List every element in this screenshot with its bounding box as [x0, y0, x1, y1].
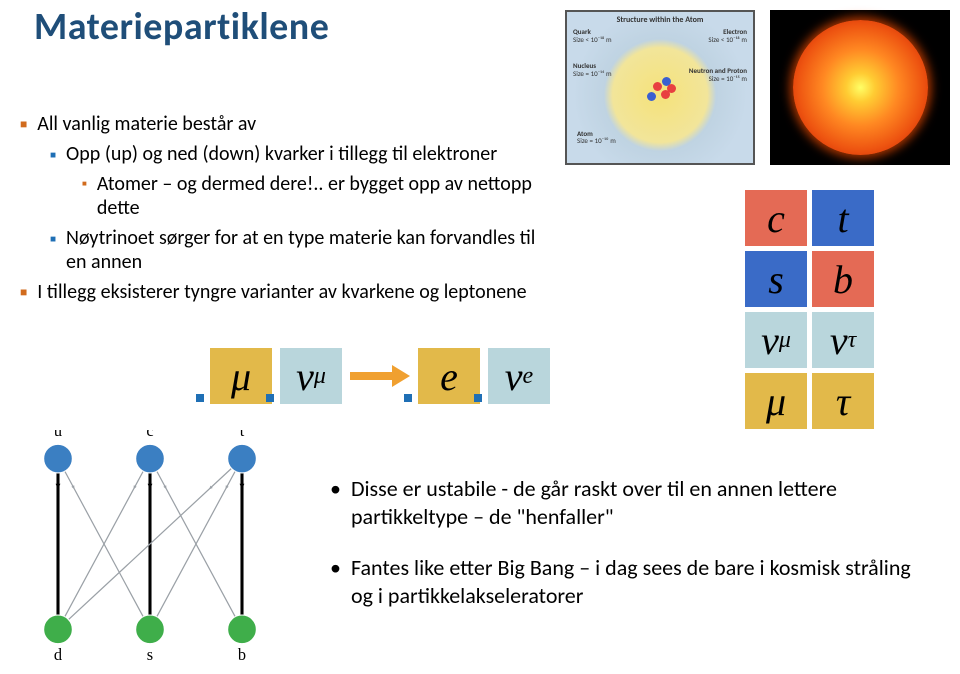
svg-text:u: u	[54, 430, 62, 440]
decay-cell: e	[418, 348, 480, 404]
svg-text:t: t	[240, 430, 245, 440]
sun-figure	[770, 10, 950, 165]
bullet-l2: ■ Opp (up) og ned (down) kvarker i tille…	[50, 142, 560, 166]
atom-figure-title: Structure within the Atom	[567, 15, 753, 25]
atom-label-neutron: Neutron and ProtonSize = 10⁻¹⁵ m	[689, 67, 747, 82]
svg-text:d: d	[54, 645, 62, 660]
particle-cell: ντ	[812, 312, 874, 368]
particle-cell: t	[812, 190, 874, 246]
bullet-text: Opp (up) og ned (down) kvarker i tillegg…	[66, 142, 560, 166]
particle-row: ct	[745, 190, 943, 246]
atom-label-quark: QuarkSize < 10⁻¹⁸ m	[573, 28, 612, 43]
svg-text:b: b	[238, 645, 246, 660]
bullet-l2: ■ Nøytrinoet sørger for at en type mater…	[50, 226, 560, 274]
particle-cell: μ	[745, 373, 807, 429]
atom-label-atom: AtomSize = 10⁻¹⁰ m	[577, 130, 616, 145]
svg-text:c: c	[146, 430, 153, 440]
particle-cell: c	[745, 190, 807, 246]
particle-cell: τ	[812, 373, 874, 429]
svg-text:s: s	[147, 645, 153, 660]
bullet-l3: ■ Atomer – og dermed dere!.. er bygget o…	[82, 172, 560, 220]
decay-row: μνμ eνe	[210, 340, 610, 412]
tick-icon	[196, 394, 204, 402]
slide-title: Materiepartiklene	[34, 4, 329, 50]
particle-cell: νμ	[745, 312, 807, 368]
nucleon-icon	[667, 84, 676, 93]
bullet-marker-icon: ■	[20, 286, 27, 300]
decay-cell: μ	[210, 348, 272, 404]
particle-table: ctsbνμντμτ	[745, 190, 943, 434]
bullet-l1: ■ I tillegg eksisterer tyngre varianter …	[20, 280, 560, 304]
bullet-marker-icon: ■	[50, 149, 56, 161]
bullet-text: I tillegg eksisterer tyngre varianter av…	[37, 280, 560, 304]
atom-label-nucleus: NucleusSize = 10⁻¹⁴ m	[573, 62, 612, 77]
decay-cell: νμ	[280, 348, 342, 404]
particle-cell: b	[812, 251, 874, 307]
tick-icon	[474, 394, 482, 402]
bullet-dot-icon: •	[330, 554, 341, 609]
decay-cell: νe	[488, 348, 550, 404]
note-text: Fantes like etter Big Bang – i dag sees …	[351, 554, 930, 609]
notes-list: • Disse er ustabile - de går raskt over …	[330, 475, 930, 633]
particle-row: sb	[745, 251, 943, 307]
particle-row: μτ	[745, 373, 943, 429]
quark-decay-diagram: u c t d s b	[10, 430, 290, 660]
tick-icon	[404, 394, 412, 402]
tick-icon	[266, 394, 274, 402]
atom-structure-figure: Structure within the Atom QuarkSize < 10…	[565, 10, 755, 165]
note-item: • Disse er ustabile - de går raskt over …	[330, 475, 930, 530]
bullet-l1: ■ All vanlig materie består av	[20, 112, 560, 136]
bullet-text: All vanlig materie består av	[37, 112, 560, 136]
atom-label-electron: ElectronSize < 10⁻¹⁸ m	[708, 28, 747, 43]
arrow-icon	[350, 367, 410, 385]
particle-row: νμντ	[745, 312, 943, 368]
bullet-marker-icon: ■	[50, 233, 56, 245]
note-item: • Fantes like etter Big Bang – i dag see…	[330, 554, 930, 609]
nucleon-icon	[653, 82, 662, 91]
bullet-text: Atomer – og dermed dere!.. er bygget opp…	[97, 172, 560, 220]
bullet-text: Nøytrinoet sørger for at en type materie…	[66, 226, 560, 274]
nucleon-icon	[647, 92, 656, 101]
bullet-marker-icon: ■	[20, 118, 27, 132]
particle-cell: s	[745, 251, 807, 307]
sun-icon	[793, 20, 928, 155]
bullet-list: ■ All vanlig materie består av ■ Opp (up…	[20, 112, 560, 310]
bullet-dot-icon: •	[330, 475, 341, 530]
note-text: Disse er ustabile - de går raskt over ti…	[351, 475, 930, 530]
bullet-marker-icon: ■	[82, 180, 87, 190]
